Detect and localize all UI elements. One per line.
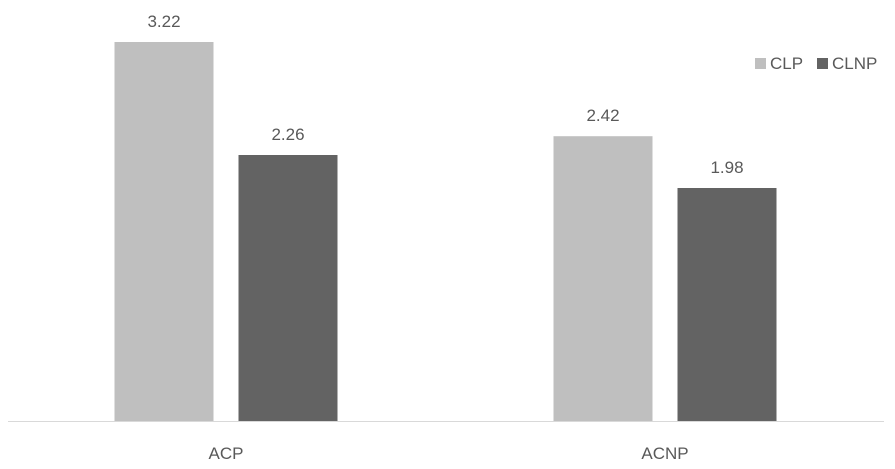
x-tick-label-acnp: ACNP — [641, 444, 688, 463]
bar-clnp-acp — [238, 155, 338, 421]
x-tick-label-acp: ACP — [209, 444, 244, 463]
legend: CLP CLNP — [755, 54, 877, 73]
data-label-clp-acnp: 2.42 — [586, 106, 619, 125]
data-labels-layer: 3.22 2.26 2.42 1.98 — [147, 12, 743, 177]
bar-clp-acnp — [553, 136, 653, 421]
legend-item-clp: CLP — [755, 54, 803, 73]
legend-label-clnp: CLNP — [832, 54, 877, 73]
data-label-clnp-acnp: 1.98 — [710, 158, 743, 177]
bar-clp-acp — [114, 42, 214, 421]
legend-item-clnp: CLNP — [817, 54, 877, 73]
bars-layer — [114, 42, 777, 421]
x-tick-labels: ACP ACNP — [209, 444, 689, 463]
legend-swatch-clnp — [817, 58, 828, 69]
legend-label-clp: CLP — [770, 54, 803, 73]
legend-swatch-clp — [755, 58, 766, 69]
data-label-clnp-acp: 2.26 — [271, 125, 304, 144]
data-label-clp-acp: 3.22 — [147, 12, 180, 31]
bar-clnp-acnp — [677, 188, 777, 421]
